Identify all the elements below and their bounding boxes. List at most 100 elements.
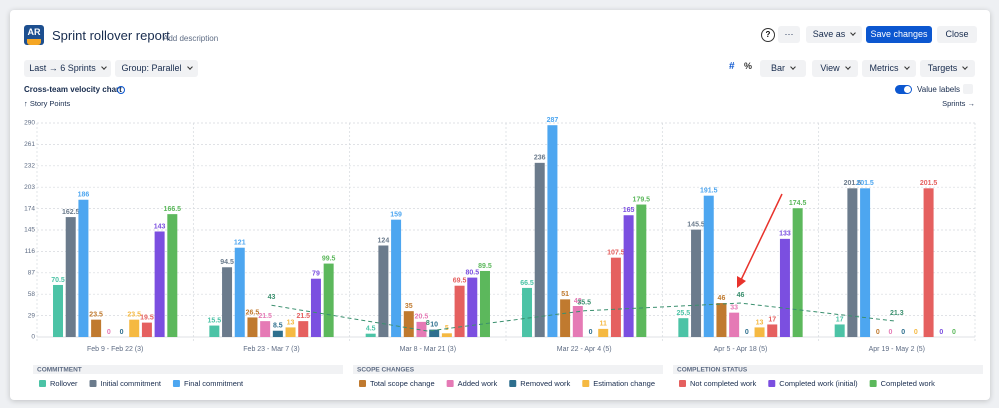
legend-header-bg bbox=[33, 365, 343, 374]
value-label: 107.5 bbox=[607, 250, 625, 257]
bar bbox=[53, 284, 64, 337]
value-label: 4.5 bbox=[366, 326, 376, 333]
legend-swatch bbox=[359, 380, 366, 387]
y-tick-label: 58 bbox=[28, 291, 36, 298]
value-label: 287 bbox=[547, 117, 559, 124]
bar bbox=[391, 219, 402, 337]
value-label: 201.5 bbox=[844, 180, 862, 187]
y-tick-label: 29 bbox=[28, 312, 36, 319]
bar bbox=[779, 238, 790, 337]
chart-type-dropdown[interactable]: Bar bbox=[760, 60, 806, 77]
legend-label: Not completed work bbox=[690, 379, 757, 388]
bar bbox=[78, 199, 89, 337]
bar bbox=[691, 229, 702, 337]
value-label: 145.5 bbox=[687, 221, 705, 228]
bar bbox=[234, 247, 245, 337]
value-label: 11 bbox=[600, 321, 608, 328]
value-label: 17 bbox=[768, 316, 776, 323]
bar bbox=[298, 321, 309, 337]
bar bbox=[834, 324, 845, 337]
bar bbox=[767, 324, 778, 337]
bar bbox=[65, 217, 76, 337]
value-label: 0 bbox=[120, 329, 124, 336]
value-label: 13 bbox=[756, 319, 764, 326]
y-tick-label: 203 bbox=[24, 184, 35, 191]
bar bbox=[260, 321, 271, 337]
bar bbox=[467, 277, 478, 337]
value-label: 159 bbox=[390, 212, 402, 219]
chart-type-label: Bar bbox=[770, 63, 785, 73]
value-label: 79 bbox=[312, 271, 320, 278]
value-label: 8.5 bbox=[273, 323, 283, 330]
legend-swatch bbox=[582, 380, 590, 387]
value-label: 133 bbox=[779, 231, 791, 238]
group-label: Group: Parallel bbox=[121, 63, 182, 73]
value-label: 25.5 bbox=[677, 310, 691, 317]
legend-swatch bbox=[446, 380, 454, 387]
legend-label: Rollover bbox=[50, 379, 78, 388]
value-label: 13 bbox=[287, 319, 295, 326]
value-label: 201.5 bbox=[856, 180, 874, 187]
logo-text: AR bbox=[27, 27, 41, 37]
value-label: 26.5 bbox=[246, 309, 260, 316]
value-label: 35 bbox=[405, 303, 413, 310]
value-label: 166.5 bbox=[164, 206, 182, 213]
legend-swatch bbox=[89, 380, 97, 387]
y-tick-label: 232 bbox=[24, 163, 35, 170]
legend-header-bg bbox=[673, 365, 983, 374]
value-label: 179.5 bbox=[633, 196, 651, 203]
x-tick-label: Mar 8 - Mar 21 (3) bbox=[400, 346, 456, 353]
value-label: 94.5 bbox=[220, 259, 234, 266]
close-button[interactable]: Close bbox=[937, 26, 977, 43]
legend-label: Removed work bbox=[520, 379, 570, 388]
y-tick-label: 174 bbox=[24, 205, 35, 212]
legend-group-title: SCOPE CHANGES bbox=[357, 367, 415, 374]
bar bbox=[522, 287, 533, 337]
x-tick-label: Feb 9 - Feb 22 (3) bbox=[87, 346, 143, 353]
value-label: 10 bbox=[430, 321, 438, 328]
legend-label: Completed work (initial) bbox=[779, 379, 858, 388]
value-label: 42 bbox=[574, 298, 582, 305]
save-as-button[interactable]: Save as bbox=[806, 26, 862, 43]
value-label: 70.5 bbox=[51, 277, 65, 284]
legend-swatch bbox=[509, 380, 517, 387]
value-label: 0 bbox=[889, 329, 893, 336]
info-icon[interactable] bbox=[117, 86, 125, 94]
x-axis-label: Sprints → bbox=[942, 99, 975, 108]
bar bbox=[141, 322, 152, 337]
targets-dropdown[interactable]: Targets bbox=[920, 60, 975, 77]
more-button[interactable]: ··· bbox=[778, 26, 800, 43]
percent-toggle[interactable]: % bbox=[744, 61, 753, 71]
value-label: 23.5 bbox=[127, 312, 141, 319]
trend-label: 21.3 bbox=[890, 310, 904, 317]
add-description[interactable]: Add description bbox=[163, 34, 219, 43]
trend-label: 43 bbox=[268, 294, 276, 301]
targets-label: Targets bbox=[927, 63, 958, 73]
number-toggle[interactable]: # bbox=[729, 61, 735, 72]
bar bbox=[222, 267, 233, 337]
bar bbox=[754, 327, 765, 337]
save-changes-button[interactable]: Save changes bbox=[866, 26, 932, 43]
value-label: 0 bbox=[589, 329, 593, 336]
collapse-button[interactable] bbox=[963, 84, 973, 94]
bar bbox=[285, 327, 296, 337]
app-logo: AR bbox=[24, 25, 44, 45]
y-tick-label: 0 bbox=[31, 334, 35, 341]
bar bbox=[479, 270, 490, 337]
metrics-dropdown[interactable]: Metrics bbox=[862, 60, 916, 77]
legend-group-title: COMMITMENT bbox=[37, 367, 82, 374]
y-tick-label: 145 bbox=[24, 227, 35, 234]
legend-label: Final commitment bbox=[184, 379, 244, 388]
bar bbox=[598, 328, 609, 337]
view-dropdown[interactable]: View bbox=[812, 60, 858, 77]
value-labels-toggle[interactable] bbox=[895, 85, 912, 94]
help-button[interactable]: ? bbox=[761, 28, 775, 42]
value-label: 21.5 bbox=[258, 313, 272, 320]
value-label: 46 bbox=[718, 295, 726, 302]
range-dropdown[interactable]: Last → 6 Sprints bbox=[24, 60, 111, 77]
y-tick-label: 290 bbox=[24, 120, 35, 127]
value-label: 99.5 bbox=[322, 255, 336, 262]
value-label: 33 bbox=[730, 304, 738, 311]
group-dropdown[interactable]: Group: Parallel bbox=[115, 60, 198, 77]
